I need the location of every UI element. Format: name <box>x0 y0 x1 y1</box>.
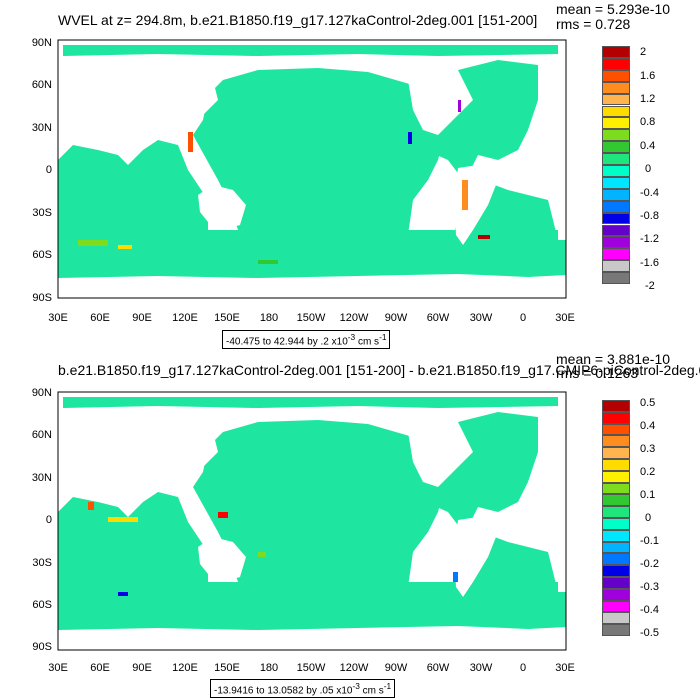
colorbar-swatch <box>602 248 630 261</box>
colorbar-swatch <box>602 541 630 554</box>
lat-label: 90N <box>31 387 52 399</box>
lon-label: 180 <box>259 662 279 674</box>
colorbar-swatch <box>602 200 630 213</box>
colorbar-swatch <box>602 588 630 601</box>
colorbar-swatch <box>602 224 630 237</box>
colorbar-swatch <box>602 565 630 577</box>
colorbar-swatch <box>602 81 630 94</box>
lon-label: 150W <box>296 662 326 674</box>
noise-highlights <box>88 502 458 596</box>
colorbar <box>602 400 630 636</box>
colorbar-swatch <box>602 57 630 70</box>
lon-label: 150W <box>296 312 326 324</box>
colorbar-swatch <box>602 165 630 177</box>
lon-label: 120W <box>339 312 369 324</box>
colorbar-swatch <box>602 188 630 201</box>
lon-label: 30E <box>555 662 575 674</box>
colorbar-swatch <box>602 435 630 448</box>
lon-label: 30E <box>48 312 68 324</box>
colorbar-swatch <box>602 46 630 58</box>
rms-stat: rms = 0.1263 <box>556 365 639 381</box>
colorbar-swatch <box>602 141 630 154</box>
lat-label: 60N <box>31 429 52 441</box>
colorbar-swatch <box>602 506 630 518</box>
colorbar-swatch <box>602 272 630 284</box>
panel-title: b.e21.B1850.f19_g17.127kaControl-2deg.00… <box>58 362 700 378</box>
colorbar-swatch <box>602 93 630 106</box>
ocean-field <box>58 397 566 630</box>
colorbar-swatch <box>602 129 630 142</box>
colorbar-swatch <box>602 236 630 249</box>
colorbar-swatch <box>602 105 630 118</box>
colorbar <box>602 46 630 284</box>
lat-label: 30N <box>31 122 52 134</box>
colorbar-swatch <box>602 69 630 82</box>
colorbar-swatch <box>602 518 630 530</box>
lat-label: 90S <box>32 641 52 653</box>
lon-label: 90E <box>132 662 152 674</box>
colorbar-swatch <box>602 447 630 459</box>
lon-label: 30E <box>48 662 68 674</box>
mean-stat: mean = 3.881e-10 <box>556 351 671 367</box>
lat-label: 60N <box>31 79 52 91</box>
lon-label: 150E <box>214 662 240 674</box>
rms-stat: rms = 0.728 <box>556 16 631 32</box>
lon-label: 120E <box>172 312 198 324</box>
land-masses <box>58 412 566 650</box>
lon-label: 150E <box>214 312 240 324</box>
lat-label: 0 <box>45 164 52 176</box>
colorbar-swatch <box>602 600 630 613</box>
colorbar-swatch <box>602 577 630 589</box>
mean-stat: mean = 5.293e-10 <box>556 1 671 17</box>
colorbar-swatch <box>602 624 630 636</box>
colorbar-swatch <box>602 411 630 424</box>
lat-label: 90N <box>31 37 52 49</box>
lat-label: 30S <box>32 557 52 569</box>
noise-highlights <box>78 100 490 264</box>
lon-label: 60E <box>90 312 110 324</box>
lon-label: 90W <box>384 312 408 324</box>
colorbar-swatch <box>602 423 630 436</box>
colorbar-swatch <box>602 612 630 625</box>
lon-label: 120E <box>172 662 198 674</box>
lat-label: 30S <box>32 207 52 219</box>
colorbar-swatch <box>602 494 630 507</box>
contour-range-note: -13.9416 to 13.0582 by .05 x10-3 cm s-1 <box>210 679 396 699</box>
lon-label: 60W <box>426 662 450 674</box>
lat-label: 30N <box>31 472 52 484</box>
map-plot <box>57 39 567 299</box>
colorbar-swatch <box>602 260 630 273</box>
colorbar-swatch <box>602 482 630 495</box>
lon-label: 30E <box>555 312 575 324</box>
lon-label: 30W <box>469 662 493 674</box>
lon-label: 180 <box>259 312 279 324</box>
colorbar-swatch <box>602 553 630 566</box>
map-plot <box>57 391 567 651</box>
colorbar-swatch <box>602 400 630 412</box>
lon-label: 60W <box>426 312 450 324</box>
colorbar-swatch <box>602 153 630 165</box>
contour-range-note: -40.475 to 42.944 by .2 x10-3 cm s-1 <box>222 330 391 350</box>
lon-label: 0 <box>519 312 527 324</box>
lat-label: 60S <box>32 249 52 261</box>
colorbar-swatch <box>602 470 630 483</box>
lon-label: 90W <box>384 662 408 674</box>
colorbar-swatch <box>602 176 630 189</box>
land-masses <box>58 60 566 298</box>
lon-label: 90E <box>132 312 152 324</box>
colorbar-swatch <box>602 529 630 542</box>
lon-label: 60E <box>90 662 110 674</box>
lat-label: 60S <box>32 599 52 611</box>
colorbar-swatch <box>602 212 630 225</box>
panel-title: WVEL at z= 294.8m, b.e21.B1850.f19_g17.1… <box>58 12 538 28</box>
lat-label: 90S <box>32 292 52 304</box>
lon-label: 0 <box>519 662 527 674</box>
lat-label: 0 <box>45 514 52 526</box>
colorbar-swatch <box>602 117 630 130</box>
lon-label: 120W <box>339 662 369 674</box>
lon-label: 30W <box>469 312 493 324</box>
colorbar-swatch <box>602 459 630 471</box>
